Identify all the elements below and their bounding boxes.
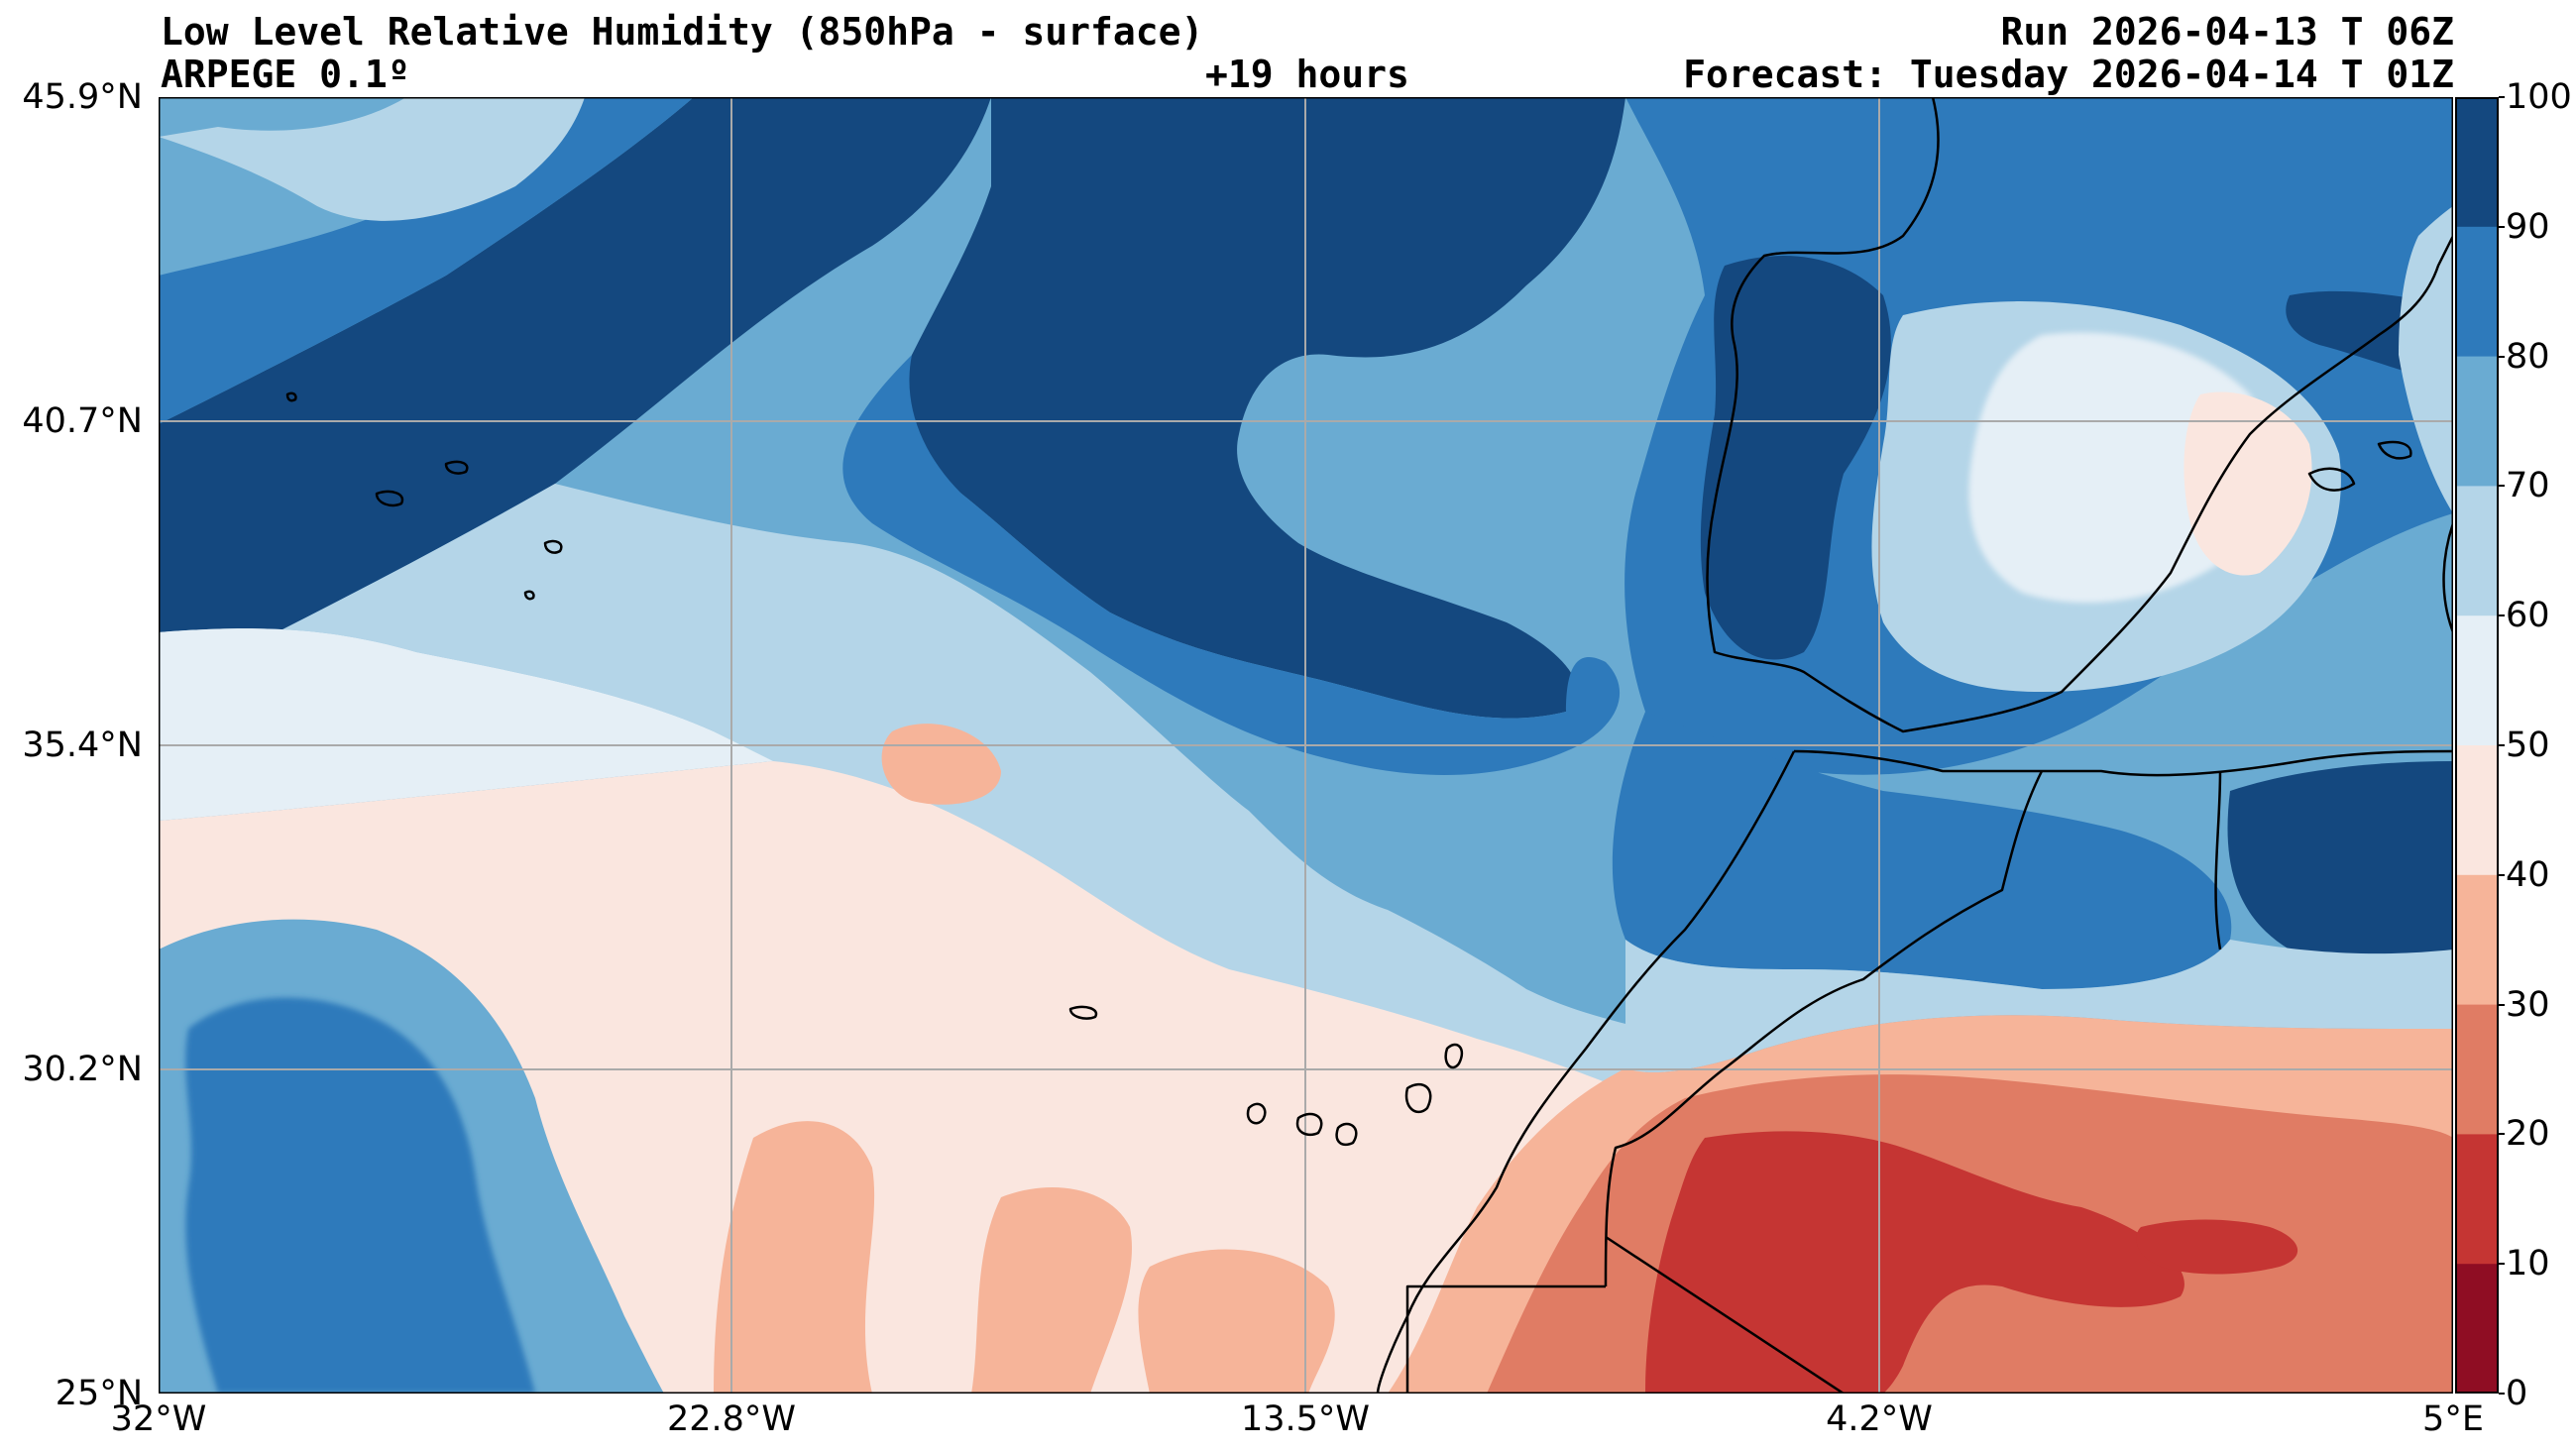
northwest-dark-moist-band [159, 97, 991, 692]
colorbar-tick-mark [2499, 1133, 2505, 1136]
canary-islands [1246, 1043, 1464, 1147]
colorbar-tick-label: 0 [2506, 1374, 2528, 1413]
central-north-dark-band [904, 97, 1625, 719]
north-africa-pale-band [1625, 940, 2453, 1072]
coastlines [285, 97, 2453, 1394]
map-title: Low Level Relative Humidity (850hPa - su… [161, 10, 1204, 54]
colorbar-segment [2455, 1134, 2499, 1265]
lon-tick-label: 22.8°W [666, 1399, 797, 1439]
colorbar-tick-mark [2499, 355, 2505, 358]
colorbar-tick-mark [2499, 614, 2505, 617]
iberia-pale-core [1968, 332, 2267, 603]
west-very-pale-strip [159, 628, 773, 821]
colorbar-tick-mark [2499, 873, 2505, 876]
southwest-dark-core [185, 997, 535, 1394]
colorbar-segment [2455, 97, 2499, 228]
colorbar-tick-mark [2499, 485, 2505, 488]
colorbar-tick-label: 80 [2506, 336, 2550, 377]
colorbar-tick-label: 40 [2506, 854, 2550, 895]
central-mid-blue-ring [842, 355, 1621, 775]
iberia-coastline [1706, 97, 2453, 733]
colorbar-segment [2455, 745, 2499, 876]
tunisia-coast [2214, 770, 2222, 950]
colorbar-tick-mark [2499, 1263, 2505, 1266]
colorbar-tick-label: 20 [2506, 1114, 2550, 1155]
northwest-mid-band [159, 97, 694, 424]
colorbar [2455, 97, 2499, 1394]
mediterranean-dark-zone [2227, 761, 2453, 964]
colorbar-tick-label: 30 [2506, 984, 2550, 1025]
salmon-patch-4 [1138, 1249, 1335, 1394]
lead-time-label: +19 hours [1205, 53, 1409, 96]
sardinia-corsica-edge [2442, 522, 2453, 633]
northwest-pale-streaks [159, 97, 585, 221]
colorbar-segment [2455, 356, 2499, 487]
colorbar-segment [2455, 1004, 2499, 1135]
humidity-map [159, 97, 2453, 1394]
model-label: ARPEGE 0.1º [161, 53, 410, 96]
colorbar-tick-mark [2499, 1003, 2505, 1006]
colorbar-segment [2455, 1264, 2499, 1394]
forecast-valid-label: Forecast: Tuesday 2026-04-14 T 01Z [1683, 53, 2454, 96]
western-sahara-border [1405, 1284, 1606, 1394]
run-label: Run 2026-04-13 T 06Z [2000, 10, 2454, 54]
colorbar-tick-label: 50 [2506, 726, 2550, 765]
lon-tick-label: 32°W [110, 1399, 207, 1439]
colorbar-tick-label: 100 [2506, 77, 2572, 117]
north-africa-coastline [1793, 749, 2453, 777]
lat-tick-label: 35.4°N [22, 726, 143, 765]
lon-tick-label: 5°E [2422, 1399, 2484, 1439]
colorbar-segment [2455, 615, 2499, 746]
colorbar-border [2455, 97, 2499, 1394]
mauritania-border [1605, 1235, 1845, 1394]
lon-tick-label: 13.5°W [1240, 1399, 1371, 1439]
lon-tick-label: 4.2°W [1826, 1399, 1933, 1439]
colorbar-tick-label: 90 [2506, 206, 2550, 247]
colorbar-tick-label: 10 [2506, 1244, 2550, 1284]
colorbar-tick-mark [2499, 225, 2505, 228]
madeira-island [1068, 1005, 1098, 1020]
east-pale-blue [2399, 206, 2453, 513]
sahara-red-patch-east [2136, 1219, 2298, 1275]
colorbar-tick-label: 70 [2506, 466, 2550, 506]
iberia-dark-west [1700, 256, 1891, 660]
sahara-red-core [1645, 1131, 2184, 1394]
lat-tick-label: 45.9°N [22, 77, 143, 117]
lat-tick-label: 30.2°N [22, 1050, 143, 1089]
colorbar-tick-mark [2499, 744, 2505, 746]
colorbar-tick-label: 60 [2506, 596, 2550, 636]
colorbar-segment [2455, 874, 2499, 1006]
lat-tick-label: 25°N [55, 1374, 143, 1413]
morocco-algeria-border [1604, 770, 2044, 1287]
azores-islands [285, 391, 563, 601]
graticule [159, 97, 2453, 1394]
colorbar-segment [2455, 226, 2499, 358]
salmon-streak-2 [971, 1187, 1132, 1394]
salmon-patch-3 [881, 724, 1001, 805]
colorbar-tick-mark [2499, 1393, 2505, 1395]
balearic-islands [2307, 440, 2412, 492]
colorbar-segment [2455, 486, 2499, 616]
colorbar-tick-mark [2499, 96, 2505, 98]
north-africa-coastal-mid [1612, 712, 2232, 989]
salmon-streak-1 [714, 1121, 875, 1394]
iberia-east-pink [2184, 391, 2312, 576]
lat-tick-label: 40.7°N [22, 401, 143, 441]
